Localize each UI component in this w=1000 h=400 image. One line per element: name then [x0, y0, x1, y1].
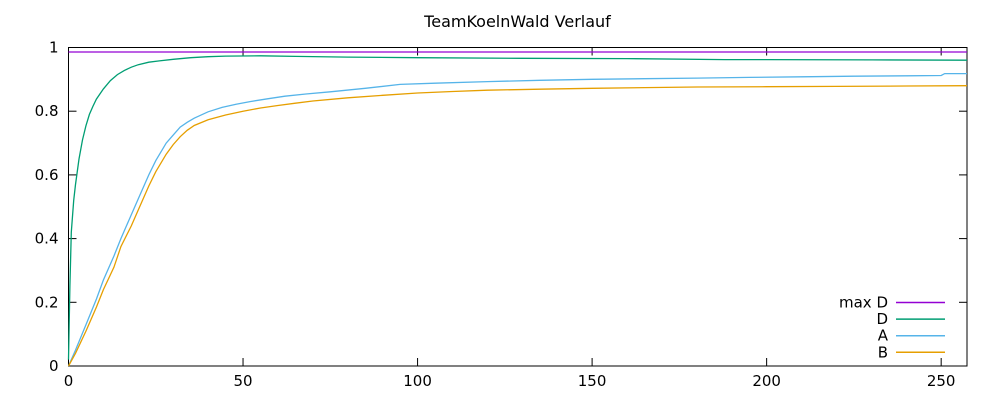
x-tick-label: 100 — [403, 372, 432, 390]
y-tick-label: 0.2 — [35, 293, 59, 311]
chart-title: TeamKoelnWald Verlauf — [424, 12, 611, 31]
legend-label-max-d: max D — [839, 294, 888, 312]
y-tick-label: 0.8 — [35, 102, 59, 120]
x-tick-label: 0 — [64, 372, 74, 390]
y-tick-label: 0.4 — [35, 230, 59, 248]
x-tick-label: 250 — [927, 372, 956, 390]
series-line-a — [67, 72, 967, 367]
x-tick-label: 150 — [578, 372, 607, 390]
x-tick-label: 200 — [752, 372, 781, 390]
y-tick-label: 1 — [49, 39, 59, 57]
plot-border — [68, 47, 968, 367]
legend-label-a: A — [878, 327, 889, 345]
series-line-b — [67, 85, 968, 367]
legend-label-b: B — [878, 343, 888, 361]
legend-label-d: D — [876, 310, 888, 328]
x-tick-label: 50 — [233, 372, 252, 390]
y-tick-label: 0 — [49, 357, 59, 375]
series-line-d — [67, 55, 968, 360]
y-tick-label: 0.6 — [35, 166, 59, 184]
